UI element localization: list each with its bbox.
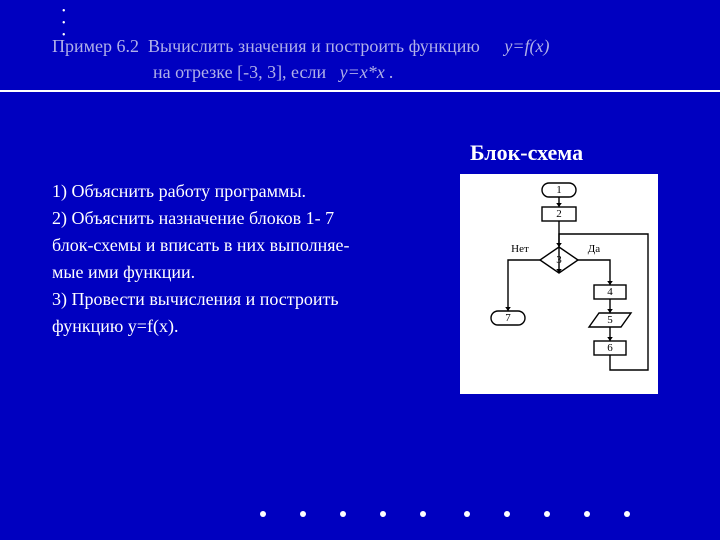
horizontal-rule bbox=[0, 90, 720, 92]
svg-text:1: 1 bbox=[556, 184, 562, 196]
svg-text:5: 5 bbox=[607, 314, 613, 326]
task-line: блок-схемы и вписать в них выполняе- bbox=[52, 232, 422, 259]
bottom-dots bbox=[260, 504, 664, 522]
example-line-2: на отрезке [-3, 3], если y=x*x . bbox=[153, 62, 394, 83]
svg-text:Нет: Нет bbox=[511, 243, 529, 255]
flowchart: 1234567НетДа bbox=[460, 174, 658, 394]
example-line2-prefix: на отрезке [-3, 3], если bbox=[153, 62, 326, 82]
task-line: 3) Провести вычисления и построить bbox=[52, 286, 422, 313]
svg-text:2: 2 bbox=[556, 208, 562, 220]
svg-text:7: 7 bbox=[505, 312, 511, 324]
svg-text:6: 6 bbox=[607, 342, 613, 354]
task-line: функцию y=f(x). bbox=[52, 313, 422, 340]
example-func: y=f(x) bbox=[504, 36, 549, 56]
tasks-block: 1) Объяснить работу программы. 2) Объясн… bbox=[52, 178, 422, 340]
example-equation: y=x*x . bbox=[340, 62, 394, 82]
svg-text:Да: Да bbox=[588, 243, 601, 255]
example-line-1: Пример 6.2 Вычислить значения и построит… bbox=[52, 36, 550, 57]
example-label: Пример 6.2 bbox=[52, 36, 139, 56]
task-line: 1) Объяснить работу программы. bbox=[52, 178, 422, 205]
task-line: мые ими функции. bbox=[52, 259, 422, 286]
task-line: 2) Объяснить назначение блоков 1- 7 bbox=[52, 205, 422, 232]
example-prompt: Вычислить значения и построить функцию bbox=[148, 36, 480, 56]
svg-text:4: 4 bbox=[607, 286, 613, 298]
flowchart-title: Блок-схема bbox=[470, 140, 583, 166]
